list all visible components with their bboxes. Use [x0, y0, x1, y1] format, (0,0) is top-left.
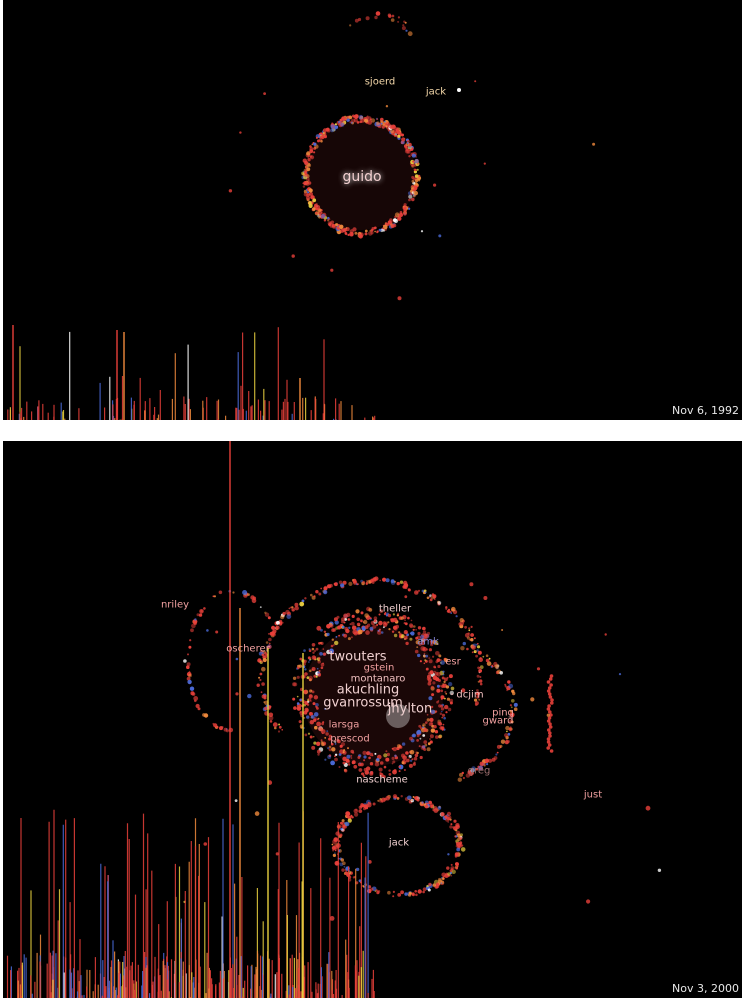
- name-label-esr: esr: [445, 656, 461, 668]
- name-label-just: just: [583, 789, 603, 801]
- name-label-nascheme: nascheme: [356, 774, 408, 786]
- name-label-amk: amk: [417, 636, 439, 648]
- name-label-dcjim: dcjim: [456, 689, 484, 701]
- name-label-akuchling: akuchling: [336, 682, 400, 698]
- name-label-twouters: twouters: [329, 649, 387, 665]
- name-label-larsga: larsga: [328, 719, 360, 731]
- name-label-jhylton: jhylton: [387, 701, 433, 717]
- name-label-oscherer: oscherer: [226, 643, 270, 655]
- name-label-prescod: prescod: [330, 733, 370, 745]
- name-label-ping: ping: [492, 707, 514, 719]
- date-label: Nov 6, 1992: [672, 404, 739, 417]
- visualization-panel-1992: sjoerd jack guido Nov 6, 1992: [3, 0, 742, 420]
- name-label-gstein: gstein: [363, 662, 395, 674]
- name-label-greg: greg: [467, 765, 491, 777]
- date-label: Nov 3, 2000: [672, 982, 739, 995]
- name-label-jack: jack: [388, 837, 410, 849]
- name-label-guido: guido: [342, 169, 382, 185]
- visualization-panel-2000: nriley theller amk oscherer twouters gst…: [3, 441, 742, 998]
- swarm-canvas: [6, 441, 662, 998]
- name-label-theller: theller: [378, 603, 412, 615]
- name-label-montanaro: montanaro: [350, 673, 406, 685]
- name-label-jack: jack: [425, 86, 447, 98]
- swarm-canvas: [7, 11, 596, 420]
- name-label-gvanrossum: gvanrossum: [323, 695, 403, 711]
- name-label-nriley: nriley: [160, 599, 190, 611]
- name-label-gward: gward: [482, 715, 514, 727]
- name-label-sjoerd: sjoerd: [364, 76, 396, 88]
